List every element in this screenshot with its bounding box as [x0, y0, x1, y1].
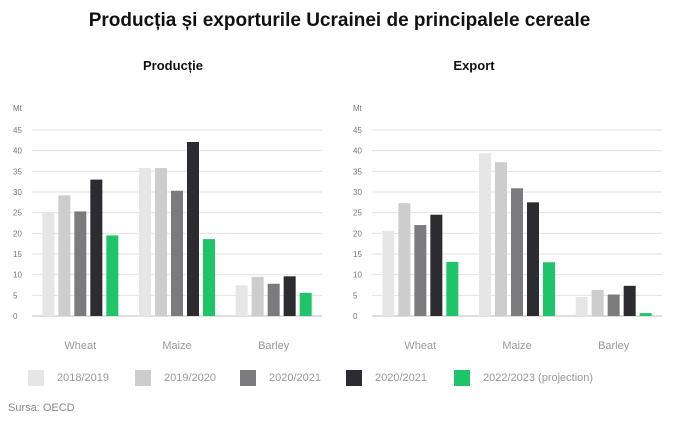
legend-swatch	[28, 370, 44, 386]
production-y-tick-label: 45	[13, 126, 22, 135]
export-y-tick-label: 5	[353, 291, 358, 300]
production-bar-wheat-4	[106, 235, 119, 316]
legend-label: 2018/2019	[57, 372, 109, 384]
legend-label: 2020/2021	[375, 372, 427, 384]
production-category-label: Wheat	[64, 340, 96, 352]
export-bar-barley-2	[607, 294, 620, 316]
export-bar-maize-2	[511, 188, 523, 316]
production-y-tick-label: 5	[13, 291, 18, 300]
export-bar-wheat-2	[414, 225, 427, 316]
production-bar-barley-0	[235, 285, 248, 316]
legend-swatch	[135, 370, 151, 386]
chart-legend: 2018/2019 2019/2020 2020/2021 2020/2021 …	[28, 370, 668, 388]
export-panel-title: Export	[453, 58, 495, 73]
export-bar-maize-3	[527, 202, 539, 316]
production-bar-barley-4	[299, 292, 312, 316]
production-bar-maize-2	[171, 190, 183, 316]
production-category-label: Barley	[258, 340, 290, 352]
production-y-tick-label: 0	[13, 312, 18, 321]
export-bar-maize-4	[543, 262, 555, 316]
source-note: Sursa: OECD	[8, 402, 75, 414]
legend-swatch	[454, 370, 470, 386]
export-bar-maize-1	[495, 162, 507, 316]
export-bar-wheat-1	[398, 203, 411, 316]
export-category-label: Barley	[598, 340, 630, 352]
production-bar-maize-1	[155, 168, 167, 316]
production-bar-wheat-2	[74, 211, 87, 316]
production-y-tick-label: 10	[13, 271, 22, 280]
legend-swatch	[346, 370, 362, 386]
production-bar-wheat-0	[42, 212, 55, 316]
production-bar-maize-3	[187, 141, 199, 316]
production-y-tick-label: 25	[13, 209, 22, 218]
legend-label: 2022/2023 (projection)	[483, 372, 594, 384]
production-bar-maize-4	[203, 239, 215, 316]
export-bar-maize-0	[479, 153, 491, 316]
production-panel-title: Producție	[143, 58, 203, 73]
export-y-tick-label: 40	[353, 147, 362, 156]
export-y-tick-label: 0	[353, 312, 358, 321]
export-bar-barley-1	[591, 289, 604, 316]
export-category-label: Maize	[502, 340, 531, 352]
production-y-tick-label: 35	[13, 167, 22, 176]
export-bar-barley-3	[623, 285, 636, 316]
export-bar-chart: Mt 0 5 10 15 20 25 30 35 40 45 Wheat Maize Barley	[353, 104, 662, 352]
production-bar-maize-0	[139, 168, 151, 316]
legend-label: 2020/2021	[269, 372, 321, 384]
production-y-unit-label: Mt	[13, 104, 23, 113]
export-y-unit-label: Mt	[353, 104, 363, 113]
export-y-tick-label: 10	[353, 271, 362, 280]
export-bar-barley-4	[639, 313, 652, 316]
legend-swatch	[240, 370, 256, 386]
export-y-tick-label: 45	[353, 126, 362, 135]
export-y-tick-label: 20	[353, 229, 362, 238]
production-bar-wheat-1	[58, 195, 71, 316]
production-bar-barley-3	[283, 276, 296, 316]
production-category-label: Maize	[162, 340, 191, 352]
export-y-tick-label: 25	[353, 209, 362, 218]
export-category-label: Wheat	[404, 340, 436, 352]
production-bar-barley-2	[267, 283, 280, 316]
production-bar-wheat-3	[90, 179, 103, 316]
legend-label: 2019/2020	[164, 372, 216, 384]
export-bar-wheat-0	[382, 230, 395, 316]
export-bar-barley-0	[575, 296, 588, 316]
export-y-tick-label: 15	[353, 250, 362, 259]
production-y-tick-label: 15	[13, 250, 22, 259]
chart-main-title: Producția și exporturile Ucrainei de pri…	[88, 10, 591, 31]
export-y-tick-label: 35	[353, 167, 362, 176]
production-bar-barley-1	[251, 276, 264, 316]
production-y-tick-label: 20	[13, 229, 22, 238]
production-y-tick-label: 40	[13, 147, 22, 156]
production-bar-chart: Mt 0 5 10 15 20 25 30 35 40 45 Wheat Maize Barley	[13, 104, 322, 352]
production-y-tick-label: 30	[13, 188, 22, 197]
export-y-tick-label: 30	[353, 188, 362, 197]
export-bar-wheat-4	[446, 261, 459, 316]
export-bar-wheat-3	[430, 214, 443, 316]
